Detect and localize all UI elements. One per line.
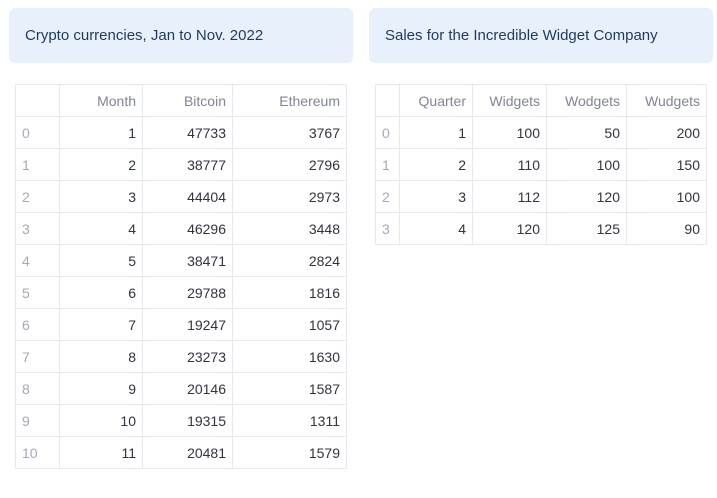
sales-cell-quarter[interactable]: 3 xyxy=(399,180,473,213)
crypto-cell-ethereum[interactable]: 2973 xyxy=(232,180,347,213)
crypto-header-month[interactable]: Month xyxy=(59,84,143,117)
sales-header-index xyxy=(375,84,400,117)
crypto-table-row: 7 8 23273 1630 xyxy=(15,340,347,373)
crypto-cell-month[interactable]: 3 xyxy=(59,180,143,213)
crypto-cell-bitcoin[interactable]: 20481 xyxy=(142,436,233,469)
crypto-cell-index[interactable]: 4 xyxy=(15,244,60,277)
crypto-cell-index[interactable]: 10 xyxy=(15,436,60,469)
sales-header-quarter[interactable]: Quarter xyxy=(399,84,473,117)
crypto-title-box: Crypto currencies, Jan to Nov. 2022 xyxy=(9,8,353,63)
crypto-cell-ethereum[interactable]: 1311 xyxy=(232,404,347,437)
sales-table-row: 3 4 120 125 90 xyxy=(375,212,707,245)
crypto-cell-ethereum[interactable]: 1630 xyxy=(232,340,347,373)
sales-cell-widgets[interactable]: 112 xyxy=(472,180,547,213)
crypto-cell-month[interactable]: 10 xyxy=(59,404,143,437)
sales-header-wudgets[interactable]: Wudgets xyxy=(626,84,707,117)
crypto-table-row: 8 9 20146 1587 xyxy=(15,372,347,405)
crypto-cell-index[interactable]: 8 xyxy=(15,372,60,405)
crypto-cell-month[interactable]: 9 xyxy=(59,372,143,405)
crypto-title: Crypto currencies, Jan to Nov. 2022 xyxy=(25,27,264,44)
sales-table-row: 2 3 112 120 100 xyxy=(375,180,707,213)
crypto-table-row: 5 6 29788 1816 xyxy=(15,276,347,309)
crypto-cell-month[interactable]: 6 xyxy=(59,276,143,309)
sales-header-widgets[interactable]: Widgets xyxy=(472,84,547,117)
crypto-header-ethereum[interactable]: Ethereum xyxy=(232,84,347,117)
sales-cell-widgets[interactable]: 110 xyxy=(472,148,547,181)
sales-cell-quarter[interactable]: 1 xyxy=(399,116,473,149)
crypto-cell-bitcoin[interactable]: 23273 xyxy=(142,340,233,373)
sales-table-row: 0 1 100 50 200 xyxy=(375,116,707,149)
sales-cell-wodgets[interactable]: 100 xyxy=(546,148,627,181)
crypto-cell-ethereum[interactable]: 1587 xyxy=(232,372,347,405)
sales-cell-quarter[interactable]: 2 xyxy=(399,148,473,181)
sales-title: Sales for the Incredible Widget Company xyxy=(385,27,658,44)
crypto-table-row: 6 7 19247 1057 xyxy=(15,308,347,341)
crypto-header-row: Month Bitcoin Ethereum xyxy=(15,84,347,117)
crypto-cell-ethereum[interactable]: 1579 xyxy=(232,436,347,469)
crypto-cell-bitcoin[interactable]: 19247 xyxy=(142,308,233,341)
sales-table[interactable]: Quarter Widgets Wodgets Wudgets 0 1 100 50 2… xyxy=(375,84,707,245)
crypto-header-index xyxy=(15,84,60,117)
crypto-cell-month[interactable]: 7 xyxy=(59,308,143,341)
sales-header-wodgets[interactable]: Wodgets xyxy=(546,84,627,117)
sales-cell-wudgets[interactable]: 200 xyxy=(626,116,707,149)
sales-cell-wodgets[interactable]: 50 xyxy=(546,116,627,149)
crypto-cell-index[interactable]: 2 xyxy=(15,180,60,213)
crypto-cell-bitcoin[interactable]: 38471 xyxy=(142,244,233,277)
sales-column: Sales for the Incredible Widget Company … xyxy=(369,0,713,245)
sales-cell-wodgets[interactable]: 120 xyxy=(546,180,627,213)
crypto-table-row: 4 5 38471 2824 xyxy=(15,244,347,277)
crypto-cell-index[interactable]: 3 xyxy=(15,212,60,245)
crypto-cell-index[interactable]: 6 xyxy=(15,308,60,341)
sales-cell-widgets[interactable]: 100 xyxy=(472,116,547,149)
crypto-cell-index[interactable]: 0 xyxy=(15,116,60,149)
crypto-cell-bitcoin[interactable]: 20146 xyxy=(142,372,233,405)
crypto-cell-ethereum[interactable]: 1057 xyxy=(232,308,347,341)
crypto-cell-month[interactable]: 4 xyxy=(59,212,143,245)
crypto-cell-month[interactable]: 5 xyxy=(59,244,143,277)
sales-header-row: Quarter Widgets Wodgets Wudgets xyxy=(375,84,707,117)
crypto-table[interactable]: Month Bitcoin Ethereum 0 1 47733 3767 1 2 3877… xyxy=(15,84,347,469)
crypto-cell-bitcoin[interactable]: 29788 xyxy=(142,276,233,309)
crypto-cell-bitcoin[interactable]: 44404 xyxy=(142,180,233,213)
sales-cell-wudgets[interactable]: 90 xyxy=(626,212,707,245)
sales-cell-quarter[interactable]: 4 xyxy=(399,212,473,245)
crypto-header-bitcoin[interactable]: Bitcoin xyxy=(142,84,233,117)
crypto-cell-ethereum[interactable]: 3767 xyxy=(232,116,347,149)
crypto-table-row: 3 4 46296 3448 xyxy=(15,212,347,245)
crypto-cell-month[interactable]: 2 xyxy=(59,148,143,181)
crypto-table-row: 0 1 47733 3767 xyxy=(15,116,347,149)
sales-title-box: Sales for the Incredible Widget Company xyxy=(369,8,713,63)
crypto-cell-index[interactable]: 9 xyxy=(15,404,60,437)
crypto-cell-month[interactable]: 11 xyxy=(59,436,143,469)
crypto-cell-bitcoin[interactable]: 46296 xyxy=(142,212,233,245)
sales-cell-widgets[interactable]: 120 xyxy=(472,212,547,245)
crypto-column: Crypto currencies, Jan to Nov. 2022 Mont… xyxy=(9,0,353,469)
crypto-cell-month[interactable]: 1 xyxy=(59,116,143,149)
sales-cell-index[interactable]: 1 xyxy=(375,148,400,181)
crypto-cell-month[interactable]: 8 xyxy=(59,340,143,373)
sales-table-row: 1 2 110 100 150 xyxy=(375,148,707,181)
crypto-table-row: 2 3 44404 2973 xyxy=(15,180,347,213)
sales-cell-wudgets[interactable]: 100 xyxy=(626,180,707,213)
sales-cell-index[interactable]: 2 xyxy=(375,180,400,213)
crypto-cell-ethereum[interactable]: 2824 xyxy=(232,244,347,277)
crypto-table-row: 9 10 19315 1311 xyxy=(15,404,347,437)
crypto-cell-ethereum[interactable]: 3448 xyxy=(232,212,347,245)
sales-cell-index[interactable]: 0 xyxy=(375,116,400,149)
crypto-cell-bitcoin[interactable]: 47733 xyxy=(142,116,233,149)
crypto-cell-bitcoin[interactable]: 19315 xyxy=(142,404,233,437)
sales-cell-wodgets[interactable]: 125 xyxy=(546,212,627,245)
crypto-cell-ethereum[interactable]: 1816 xyxy=(232,276,347,309)
crypto-table-row: 10 11 20481 1579 xyxy=(15,436,347,469)
crypto-cell-index[interactable]: 5 xyxy=(15,276,60,309)
crypto-cell-index[interactable]: 7 xyxy=(15,340,60,373)
crypto-cell-ethereum[interactable]: 2796 xyxy=(232,148,347,181)
crypto-cell-index[interactable]: 1 xyxy=(15,148,60,181)
sales-cell-index[interactable]: 3 xyxy=(375,212,400,245)
sales-cell-wudgets[interactable]: 150 xyxy=(626,148,707,181)
crypto-table-row: 1 2 38777 2796 xyxy=(15,148,347,181)
crypto-cell-bitcoin[interactable]: 38777 xyxy=(142,148,233,181)
